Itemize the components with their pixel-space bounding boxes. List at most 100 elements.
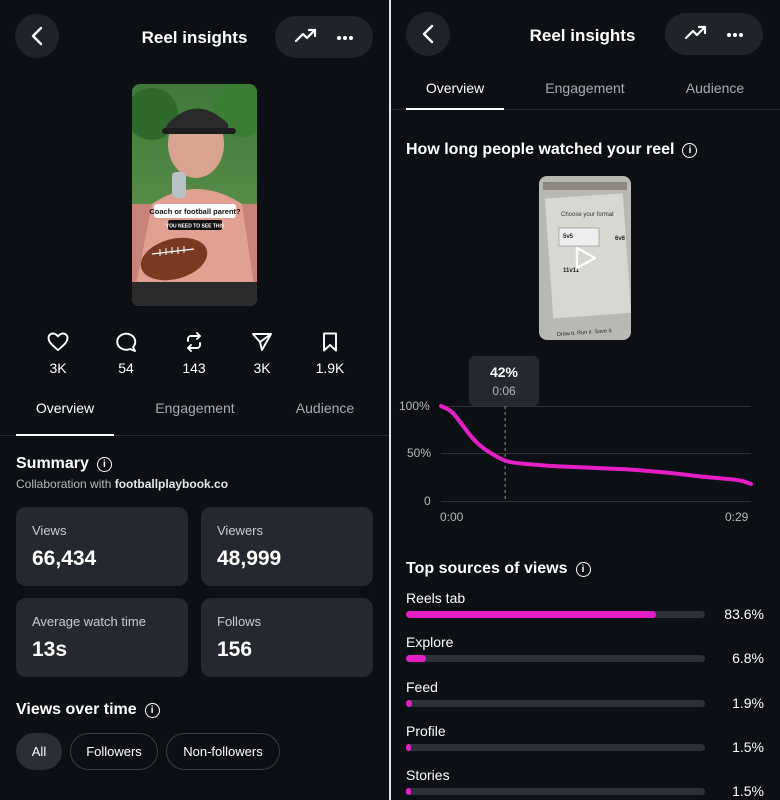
info-icon[interactable]: i — [682, 142, 698, 158]
source-percent: 6.8% — [732, 650, 764, 667]
shares-stat[interactable]: 3K — [232, 332, 292, 376]
source-bar-fill — [406, 655, 427, 663]
back-button[interactable] — [406, 12, 450, 56]
share-icon — [252, 333, 272, 351]
preview-text-5: Draw it. Run it. Save it. — [557, 328, 614, 338]
heart-icon — [47, 332, 69, 351]
preview-text-1: Choose your format — [561, 212, 614, 218]
saves-stat[interactable]: 1.9K — [300, 332, 360, 376]
filter-chip-non-followers[interactable]: Non-followers — [166, 733, 280, 770]
card-value: 156 — [217, 638, 253, 661]
tab-engagement[interactable]: Engagement — [155, 400, 235, 416]
trending-button[interactable] — [294, 27, 318, 48]
top-sources-title: Top sources of views — [406, 560, 568, 577]
right-panel: Reel insights Overview Engagement Audien… — [391, 0, 780, 800]
reel-thumbnail[interactable]: Coach or football parent? YOU NEED TO SE… — [132, 84, 257, 306]
source-label: Explore — [406, 634, 454, 651]
source-percent: 1.5% — [732, 738, 764, 755]
retention-chart[interactable] — [391, 380, 780, 520]
info-icon[interactable]: i — [575, 561, 591, 577]
trending-icon — [294, 28, 317, 42]
collab-account-link[interactable]: footballplaybook.co — [114, 477, 229, 491]
header-actions — [275, 16, 373, 58]
source-bar-track — [406, 699, 705, 707]
follows-card[interactable]: Follows 156 — [201, 598, 373, 677]
source-bar-track — [406, 743, 705, 751]
y-tick-50: 50% — [407, 446, 432, 460]
preview-text-4: 11v11 — [563, 268, 580, 274]
more-options-button[interactable] — [336, 28, 354, 46]
card-value: 48,999 — [217, 547, 282, 570]
info-icon[interactable]: i — [144, 702, 160, 718]
tab-bar: Overview Engagement Audience — [0, 400, 389, 436]
tab-engagement[interactable]: Engagement — [545, 80, 625, 96]
card-value: 66,434 — [32, 547, 97, 570]
active-tab-indicator — [16, 434, 114, 436]
views-card[interactable]: Views 66,434 — [16, 507, 188, 586]
tooltip-percent: 42% — [489, 364, 519, 380]
bookmark-icon — [323, 332, 337, 352]
source-percent: 1.5% — [732, 783, 764, 800]
info-icon[interactable]: i — [96, 456, 112, 472]
more-icon — [727, 33, 743, 37]
preview-text-3: 6v6 — [615, 236, 626, 242]
tab-bar: Overview Engagement Audience — [391, 80, 780, 110]
reposts-stat[interactable]: 143 — [164, 332, 224, 376]
gridline — [441, 406, 751, 407]
source-label: Profile — [406, 722, 446, 739]
likes-count: 3K — [49, 360, 67, 376]
comments-stat[interactable]: 54 — [96, 332, 156, 376]
source-percent: 1.9% — [732, 694, 764, 711]
viewers-card[interactable]: Viewers 48,999 — [201, 507, 373, 586]
tab-audience[interactable]: Audience — [295, 400, 355, 416]
chevron-left-icon — [422, 24, 434, 44]
source-bar-fill — [406, 611, 656, 618]
card-value: 13s — [32, 638, 68, 661]
more-options-button[interactable] — [726, 25, 744, 43]
y-tick-0: 0 — [424, 494, 431, 508]
source-label: Stories — [406, 767, 450, 784]
header: Reel insights — [391, 12, 780, 62]
tab-overview[interactable]: Overview — [35, 400, 95, 416]
page-title: Reel insights — [141, 28, 248, 47]
filter-chip-followers[interactable]: Followers — [70, 733, 158, 770]
source-bar-track — [406, 788, 705, 796]
card-label: Average watch time — [32, 614, 146, 629]
tab-audience[interactable]: Audience — [685, 80, 745, 96]
source-label: Feed — [406, 678, 438, 695]
source-bar-fill — [406, 743, 411, 751]
summary-heading: Summary i — [16, 455, 112, 473]
source-percent: 83.6% — [724, 606, 764, 622]
more-icon — [337, 36, 353, 40]
avg-watch-time-card[interactable]: Average watch time 13s — [16, 598, 188, 677]
video-preview-image: Choose your format 5v5 6v6 11v11 Draw it… — [539, 176, 631, 340]
trending-button[interactable] — [684, 24, 708, 45]
source-label: Reels tab — [406, 590, 466, 606]
filter-chip-all[interactable]: All — [16, 733, 62, 770]
preview-text-2: 5v5 — [563, 234, 574, 240]
x-tick-start: 0:00 — [440, 510, 464, 524]
collab-prefix: Collaboration with — [16, 477, 115, 491]
gridline — [441, 453, 751, 454]
repost-icon — [187, 332, 201, 352]
source-bar-fill — [406, 788, 411, 796]
chart-tooltip: 42% 0:06 — [469, 356, 539, 406]
reel-thumbnail-image: Coach or football parent? YOU NEED TO SE… — [132, 84, 257, 306]
back-button[interactable] — [15, 14, 59, 58]
video-preview[interactable]: Choose your format 5v5 6v6 11v11 Draw it… — [539, 176, 631, 340]
thumbnail-caption-1: Coach or football parent? — [149, 207, 241, 216]
page-title: Reel insights — [529, 26, 636, 45]
shares-count: 3K — [253, 360, 271, 376]
thumbnail-caption-2: YOU NEED TO SEE THIS — [166, 224, 225, 230]
reposts-count: 143 — [182, 360, 206, 376]
tab-overview[interactable]: Overview — [425, 80, 485, 96]
header: Reel insights — [0, 14, 389, 64]
saves-count: 1.9K — [315, 360, 345, 376]
retention-heading: How long people watched your reel i — [406, 141, 698, 159]
likes-stat[interactable]: 3K — [28, 332, 88, 376]
x-tick-end: 0:29 — [725, 510, 749, 524]
gridline — [441, 501, 751, 502]
play-icon[interactable] — [575, 246, 597, 270]
chevron-left-icon — [31, 26, 43, 46]
card-label: Views — [32, 523, 67, 538]
